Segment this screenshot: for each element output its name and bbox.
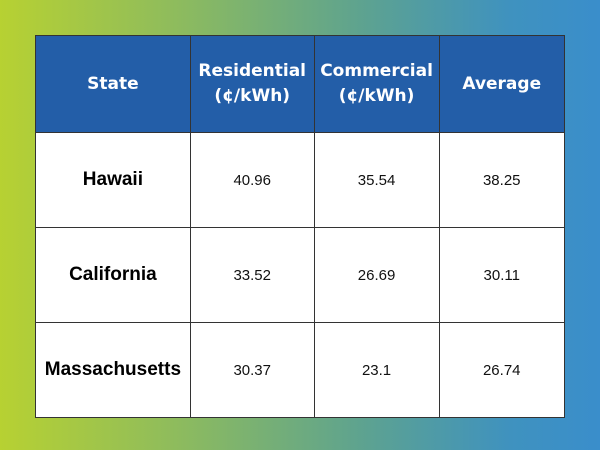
table-row: Massachusetts 30.37 23.1 26.74 <box>35 322 565 418</box>
cell-commercial: 26.69 <box>313 227 440 323</box>
header-commercial: Commercial (¢/kWh) <box>313 35 440 133</box>
header-text: Average <box>462 73 542 94</box>
table-row: Hawaii 40.96 35.54 38.25 <box>35 132 565 228</box>
cell-residential: 33.52 <box>189 227 315 323</box>
header-unit: (¢/kWh) <box>338 86 415 106</box>
header-unit: (¢/kWh) <box>214 86 291 106</box>
cell-average: 38.25 <box>438 132 565 228</box>
header-text: Residential <box>198 61 307 81</box>
header-text: Commercial <box>320 61 433 81</box>
header-average: Average <box>438 35 565 133</box>
cell-state: California <box>35 227 191 323</box>
cell-state: Massachusetts <box>35 322 191 418</box>
cell-residential: 40.96 <box>189 132 315 228</box>
header-row: State Residential (¢/kWh) Commercial (¢/kW… <box>35 35 565 133</box>
cell-commercial: 23.1 <box>313 322 440 418</box>
table-row: California 33.52 26.69 30.11 <box>35 227 565 323</box>
header-state: State <box>35 35 191 133</box>
cell-average: 26.74 <box>438 322 565 418</box>
cell-commercial: 35.54 <box>313 132 440 228</box>
cell-residential: 30.37 <box>189 322 315 418</box>
header-text: State <box>87 73 139 94</box>
header-residential: Residential (¢/kWh) <box>189 35 315 133</box>
cell-state: Hawaii <box>35 132 191 228</box>
cell-average: 30.11 <box>438 227 565 323</box>
electricity-price-table: State Residential (¢/kWh) Commercial (¢/kW… <box>35 35 565 418</box>
